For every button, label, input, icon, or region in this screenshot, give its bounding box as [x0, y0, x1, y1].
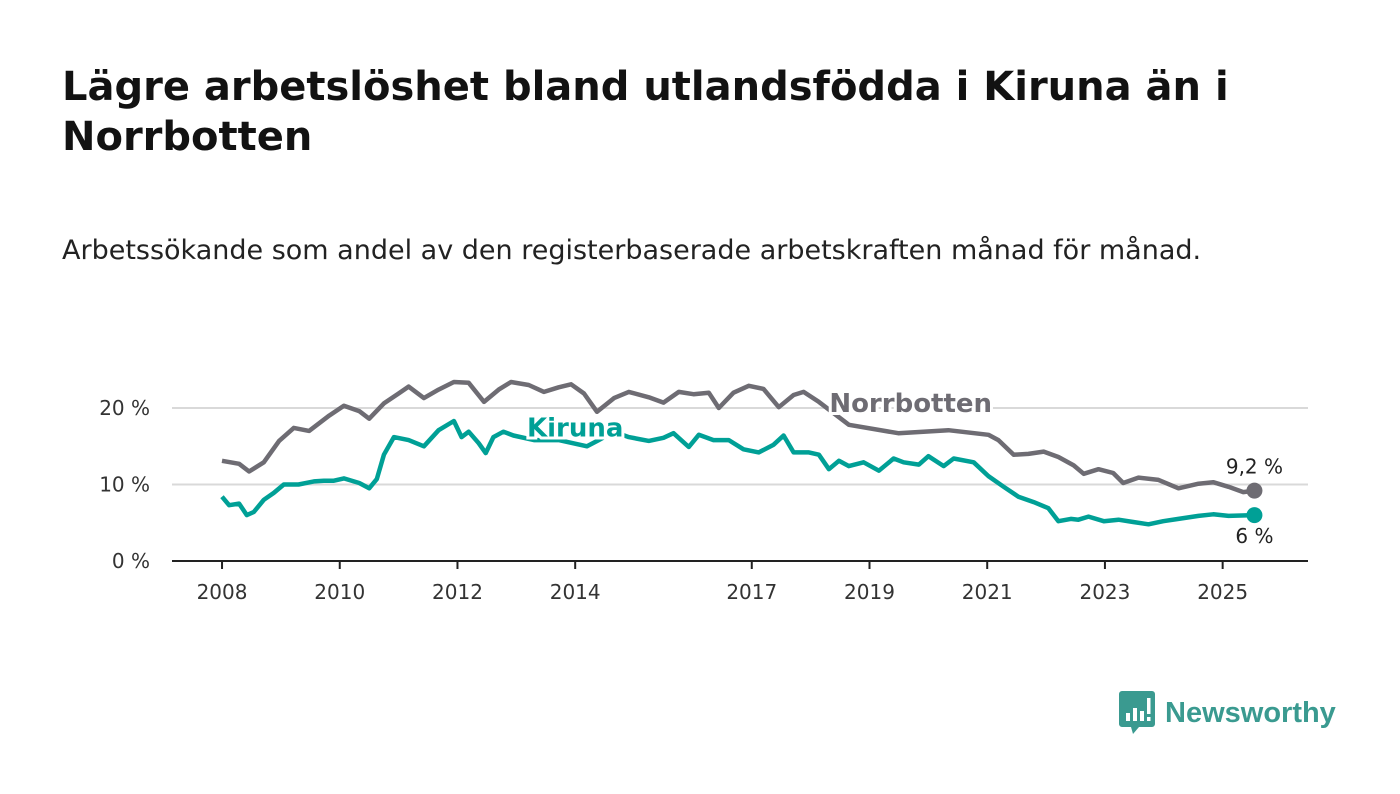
- series-label-kiruna: Kiruna: [527, 413, 623, 443]
- y-tick-label: 10 %: [99, 473, 150, 497]
- end-value-label: 6 %: [1235, 524, 1273, 548]
- end-point-kiruna: [1246, 507, 1263, 524]
- x-tick-label: 2012: [432, 580, 483, 604]
- series-label-norrbotten: Norrbotten: [829, 389, 992, 419]
- x-tick-label: 2023: [1079, 580, 1130, 604]
- chart-subtitle: Arbetssökande som andel av den registerb…: [62, 235, 1202, 266]
- end-point-norrbotten: [1246, 482, 1263, 499]
- newsworthy-logo: Newsworthy: [1119, 691, 1336, 735]
- x-tick-label: 2025: [1197, 580, 1248, 604]
- x-tick-label: 2010: [314, 580, 365, 604]
- series-line-kiruna: [220, 418, 1255, 527]
- newsworthy-logo-icon: [1119, 691, 1155, 734]
- x-tick-label: 2021: [962, 580, 1013, 604]
- chart-title: Lägre arbetslöshet bland utlandsfödda i …: [62, 64, 1229, 160]
- brand-name: Newsworthy: [1165, 696, 1336, 729]
- series-line-norrbotten: [221, 379, 1255, 495]
- x-tick-label: 2017: [726, 580, 777, 604]
- x-tick-label: 2008: [197, 580, 248, 604]
- y-tick-label: 20 %: [99, 396, 150, 420]
- x-tick-label: 2014: [550, 580, 601, 604]
- x-tick-label: 2019: [844, 580, 895, 604]
- end-value-label: 9,2 %: [1226, 455, 1283, 479]
- y-tick-label: 0 %: [112, 549, 150, 573]
